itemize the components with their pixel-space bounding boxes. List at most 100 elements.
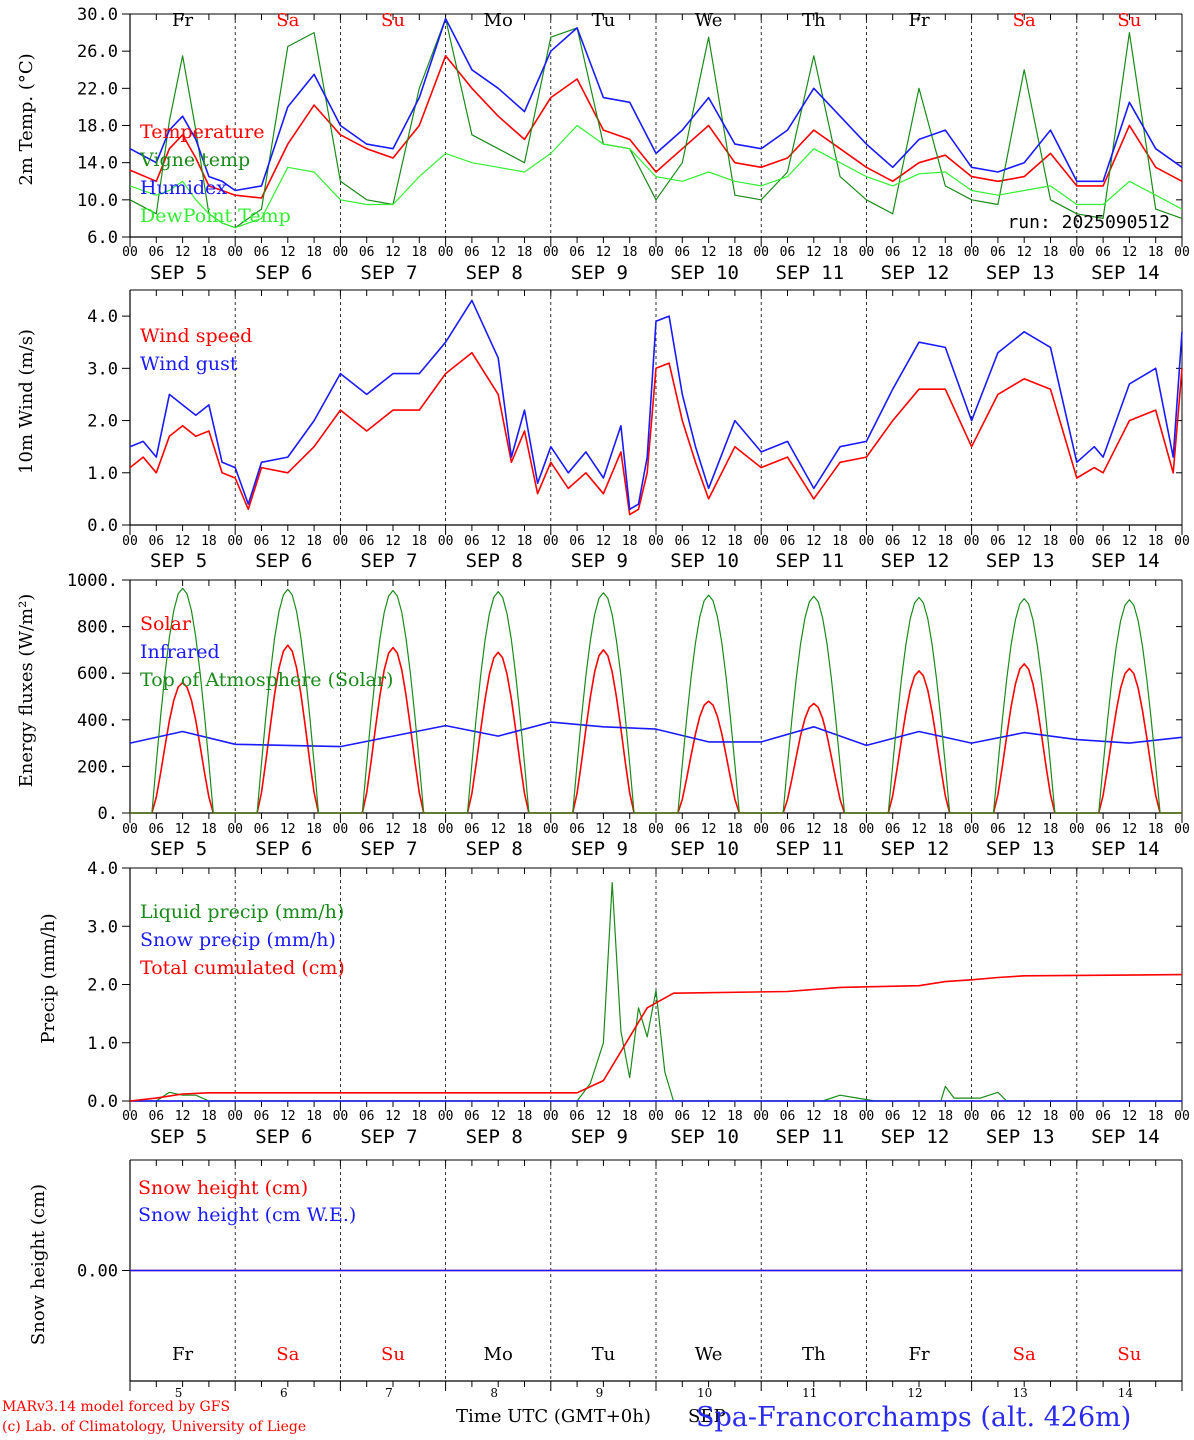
precip-hour-tick-label: 00: [227, 1109, 243, 1124]
wind-hour-tick-label: 12: [1122, 534, 1138, 549]
snow-weekday-label: Su: [381, 1344, 405, 1365]
temperature-y-tick-label: 26.0: [77, 42, 118, 62]
wind-date-label: SEP 9: [571, 550, 628, 572]
energy-hour-tick-label: 18: [306, 822, 322, 837]
precip-y-axis-label: Precip (mm/h): [38, 913, 59, 1043]
temperature-weekday-label: Th: [802, 10, 826, 31]
snow-weekday-label: Fr: [908, 1344, 929, 1365]
wind-hour-tick-label: 18: [411, 534, 427, 549]
x-axis-label: Time UTC (GMT+0h): [456, 1406, 651, 1427]
wind-hour-tick-label: 12: [490, 534, 506, 549]
wind-hour-tick-label: 18: [832, 534, 848, 549]
temperature-hour-tick-label: 00: [438, 245, 454, 260]
precip-legend-entry: Liquid precip (mm/h): [140, 901, 344, 923]
precip-hour-tick-label: 18: [517, 1109, 533, 1124]
precip-date-label: SEP 10: [670, 1126, 739, 1148]
snow-weekday-label: Sa: [276, 1344, 299, 1365]
precip-date-label: SEP 8: [466, 1126, 523, 1148]
precip-hour-tick-label: 00: [333, 1109, 349, 1124]
energy-hour-tick-label: 12: [911, 822, 927, 837]
x-axis-label-suffix: SEP: [688, 1406, 726, 1427]
snow-day-number: 14: [1118, 1386, 1134, 1400]
precip-hour-tick-label: 12: [911, 1109, 927, 1124]
energy-hour-tick-label: 18: [622, 822, 638, 837]
energy-hour-tick-label: 06: [569, 822, 585, 837]
precip-legend-entry: Snow precip (mm/h): [140, 929, 336, 951]
temperature-hour-tick-label: 12: [806, 245, 822, 260]
wind-hour-tick-label: 18: [517, 534, 533, 549]
precip-hour-tick-label: 06: [780, 1109, 796, 1124]
precip-hour-tick-label: 00: [1069, 1109, 1085, 1124]
snow-legend-entry: Snow height (cm): [138, 1177, 308, 1199]
precip-hour-tick-label: 06: [1095, 1109, 1111, 1124]
wind-hour-tick-label: 12: [911, 534, 927, 549]
temperature-hour-tick-label: 00: [227, 245, 243, 260]
snow-panel: 0.00 Snow height (cm) Snow height (cm) Snow…: [28, 1159, 1183, 1400]
precip-hour-tick-label: 12: [490, 1109, 506, 1124]
wind-hour-tick-label: 06: [780, 534, 796, 549]
temperature-legend-entry: Temperature: [140, 121, 264, 143]
energy-hour-tick-label: 06: [674, 822, 690, 837]
temperature-hour-tick-label: 06: [674, 245, 690, 260]
temperature-hour-tick-label: 12: [1016, 245, 1032, 260]
energy-y-tick-label: 400.: [77, 711, 118, 731]
wind-hour-tick-label: 12: [701, 534, 717, 549]
temperature-hour-tick-label: 18: [306, 245, 322, 260]
energy-date-label: SEP 13: [986, 838, 1055, 860]
precip-hour-tick-label: 18: [1043, 1109, 1059, 1124]
precip-hour-tick-label: 12: [385, 1109, 401, 1124]
energy-series-line: [129, 721, 1183, 748]
precip-hour-tick-label: 12: [280, 1109, 296, 1124]
energy-hour-tick-label: 00: [859, 822, 875, 837]
temperature-weekday-label: Tu: [592, 10, 616, 31]
precip-hour-tick-label: 00: [1174, 1109, 1190, 1124]
temperature-legend-entry: DewPoint Temp: [140, 205, 291, 227]
energy-y-tick-label: 1000.: [67, 571, 118, 591]
energy-date-label: SEP 8: [466, 838, 523, 860]
energy-hour-tick-label: 12: [175, 822, 191, 837]
wind-hour-tick-label: 18: [201, 534, 217, 549]
precip-hour-tick-label: 12: [701, 1109, 717, 1124]
wind-hour-tick-label: 06: [359, 534, 375, 549]
precip-hour-tick-label: 06: [674, 1109, 690, 1124]
energy-hour-tick-label: 06: [464, 822, 480, 837]
energy-hour-tick-label: 12: [806, 822, 822, 837]
energy-hour-tick-label: 18: [937, 822, 953, 837]
wind-y-tick-label: 3.0: [87, 359, 118, 379]
temperature-y-tick-label: 6.0: [87, 228, 118, 248]
wind-date-label: SEP 11: [775, 550, 844, 572]
temperature-hour-tick-label: 06: [148, 245, 164, 260]
temperature-hour-tick-label: 00: [543, 245, 559, 260]
precip-y-tick-label: 3.0: [87, 917, 118, 937]
wind-hour-tick-label: 00: [964, 534, 980, 549]
snow-weekday-label: We: [695, 1344, 723, 1365]
temperature-y-axis-label: 2m Temp. (°C): [16, 53, 37, 185]
temperature-weekday-label: Sa: [276, 10, 299, 31]
temperature-hour-tick-label: 18: [727, 245, 743, 260]
energy-date-label: SEP 6: [255, 838, 312, 860]
wind-hour-tick-label: 12: [1016, 534, 1032, 549]
energy-hour-tick-label: 00: [227, 822, 243, 837]
energy-hour-tick-label: 18: [517, 822, 533, 837]
temperature-weekday-label: Su: [381, 10, 405, 31]
precip-hour-tick-label: 00: [964, 1109, 980, 1124]
wind-hour-tick-label: 00: [543, 534, 559, 549]
energy-hour-tick-label: 18: [1148, 822, 1164, 837]
energy-legend-entry: Infrared: [140, 641, 220, 663]
temperature-hour-tick-label: 18: [622, 245, 638, 260]
wind-hour-tick-label: 00: [122, 534, 138, 549]
energy-y-tick-label: 600.: [77, 664, 118, 684]
wind-date-label: SEP 12: [881, 550, 950, 572]
energy-legend-entry: Top of Atmosphere (Solar): [140, 669, 393, 691]
precip-hour-tick-label: 18: [1148, 1109, 1164, 1124]
station-title: Spa-Francorchamps (alt. 426m): [696, 1402, 1132, 1433]
wind-hour-tick-label: 06: [254, 534, 270, 549]
energy-date-label: SEP 5: [150, 838, 207, 860]
snow-day-number: 11: [802, 1386, 817, 1400]
wind-date-label: SEP 7: [360, 550, 417, 572]
energy-hour-tick-label: 00: [438, 822, 454, 837]
energy-hour-tick-label: 18: [832, 822, 848, 837]
wind-legend-entry: Wind speed: [140, 325, 252, 347]
wind-hour-tick-label: 00: [1174, 534, 1190, 549]
energy-date-label: SEP 11: [775, 838, 844, 860]
